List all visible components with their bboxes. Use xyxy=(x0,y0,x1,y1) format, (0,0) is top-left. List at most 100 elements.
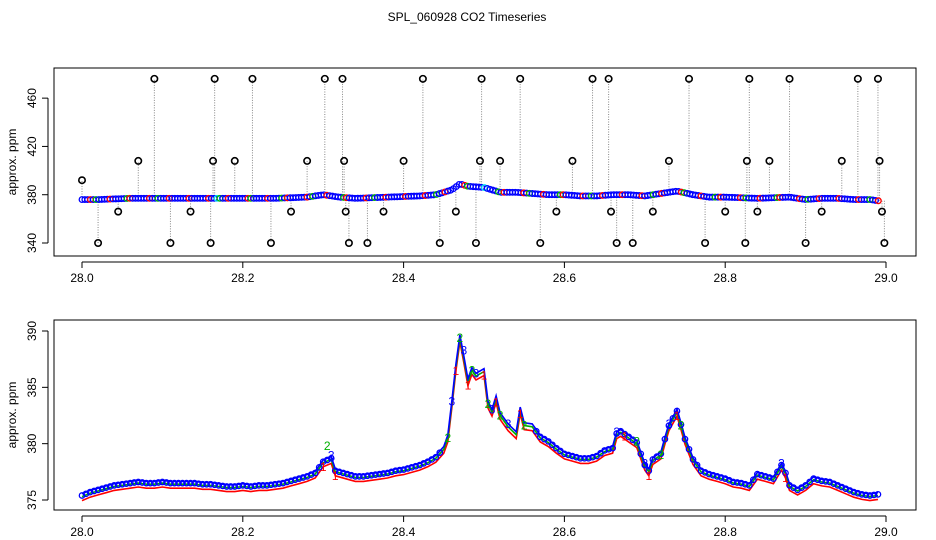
data-point xyxy=(279,479,287,487)
bottom-x-tick-label: 28.4 xyxy=(392,525,416,539)
series-label-2: 2 xyxy=(457,331,464,345)
plot-frame-bottom xyxy=(53,319,917,511)
data-point xyxy=(416,461,424,469)
data-point xyxy=(577,454,584,462)
data-point xyxy=(263,482,271,489)
data-point xyxy=(749,476,757,484)
data-point xyxy=(118,480,126,488)
data-point xyxy=(858,491,866,498)
series-label-3: 3 xyxy=(613,425,620,439)
data-point xyxy=(175,479,182,487)
series-label-1: 1 xyxy=(645,469,652,483)
spike-point xyxy=(340,156,349,165)
spike-point xyxy=(338,74,347,83)
series-label-1: 1 xyxy=(320,460,327,474)
spike-point xyxy=(837,156,846,165)
data-point xyxy=(303,472,311,480)
spike-point xyxy=(209,156,218,165)
series-line-2 xyxy=(81,337,879,498)
spike-point xyxy=(363,239,372,248)
data-point xyxy=(376,470,383,478)
data-point xyxy=(331,467,339,475)
data-point xyxy=(862,491,870,499)
data-point xyxy=(163,479,170,486)
data-point xyxy=(637,450,645,458)
data-point xyxy=(661,435,669,443)
spike-point xyxy=(451,207,460,216)
data-point xyxy=(412,462,420,470)
data-point xyxy=(211,481,219,489)
data-point xyxy=(134,478,142,486)
data-point xyxy=(78,492,86,499)
data-point xyxy=(291,476,299,484)
series-label-1: 1 xyxy=(782,471,789,485)
data-point xyxy=(665,422,673,429)
spike-point xyxy=(496,156,505,165)
data-point xyxy=(842,485,850,493)
top-x-tick-label: 28.8 xyxy=(714,271,738,285)
data-point xyxy=(681,435,689,443)
data-point xyxy=(609,444,616,452)
spike-point xyxy=(266,239,275,248)
data-point xyxy=(255,482,263,489)
data-point xyxy=(364,472,371,480)
series-line-1 xyxy=(81,341,879,502)
data-point xyxy=(159,478,166,486)
top-y-tick-label: 420 xyxy=(25,136,39,156)
spike-point xyxy=(873,74,882,83)
spike-point xyxy=(801,239,810,248)
plot-frame-top xyxy=(53,67,917,257)
y-axis-label-bottom: approx. ppm xyxy=(5,382,19,449)
data-point xyxy=(657,450,665,458)
series-label-2: 2 xyxy=(324,439,331,453)
data-point xyxy=(741,480,749,488)
data-point xyxy=(806,478,813,486)
data-point xyxy=(532,427,540,435)
bottom-y-tick-label: 380 xyxy=(25,433,39,453)
data-point xyxy=(171,479,178,487)
panel-bottom-zoom: approx. ppm 28.0 28.2 28.4 28.6 28.8 29.0 375 3… xyxy=(5,319,917,539)
data-point xyxy=(733,479,741,486)
data-point xyxy=(223,483,231,490)
series-label-2: 2 xyxy=(521,419,528,433)
top-x-tick-label: 28.0 xyxy=(70,271,94,285)
spike-point xyxy=(134,156,143,165)
data-point xyxy=(167,479,174,487)
data-point xyxy=(388,468,395,476)
bottom-x-tick-label: 28.2 xyxy=(231,525,255,539)
top-x-tick-label: 28.6 xyxy=(553,271,577,285)
series-label-3: 3 xyxy=(778,456,785,470)
spike-point xyxy=(741,239,750,248)
data-point xyxy=(319,458,327,466)
data-point xyxy=(846,487,854,494)
data-point xyxy=(138,479,146,486)
series-label-3: 3 xyxy=(505,417,512,431)
data-point xyxy=(850,488,858,496)
data-point xyxy=(335,468,343,476)
data-point xyxy=(231,483,239,490)
data-point xyxy=(721,475,729,482)
series-label-2: 2 xyxy=(678,419,685,433)
spike-point xyxy=(166,239,175,248)
spike-point xyxy=(206,239,215,248)
data-point xyxy=(830,480,838,488)
series-label-1: 1 xyxy=(481,369,488,383)
data-point xyxy=(745,482,753,489)
data-point xyxy=(774,468,781,476)
data-point xyxy=(227,483,235,490)
data-point xyxy=(633,439,641,446)
spike-point xyxy=(875,156,884,165)
data-point xyxy=(701,469,709,476)
data-point xyxy=(754,470,761,478)
data-point xyxy=(311,469,319,477)
data-point xyxy=(235,482,243,490)
data-point xyxy=(561,450,568,458)
data-point xyxy=(307,471,315,478)
data-point xyxy=(323,456,331,464)
spike-point xyxy=(287,207,296,216)
top-x-tick-label: 29.0 xyxy=(874,271,898,285)
data-point xyxy=(114,481,122,489)
data-point xyxy=(396,466,403,474)
data-point xyxy=(275,480,283,488)
spike-point xyxy=(114,207,123,216)
